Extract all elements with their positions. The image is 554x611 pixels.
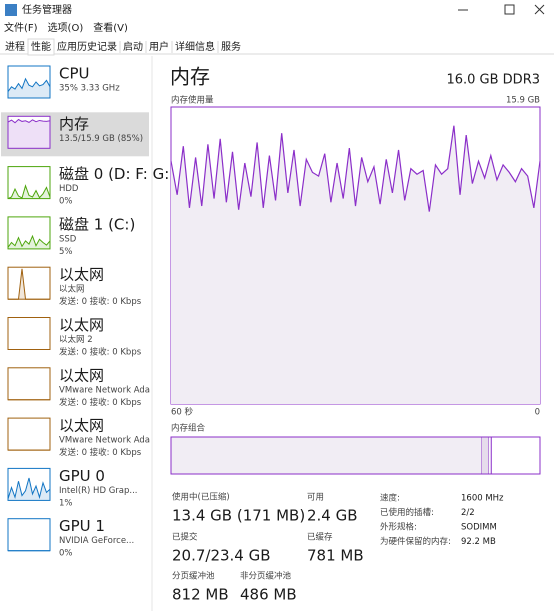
- item-name: 磁盘 0 (D: F: G:): [59, 165, 175, 183]
- app-icon: [5, 4, 17, 16]
- item-detail: 发送: 0 接收: 0 Kbps: [59, 447, 142, 458]
- thumbnail-frame: [7, 518, 51, 552]
- spec-value: 1600 MHz: [461, 494, 504, 504]
- tab-label[interactable]: 进程: [5, 41, 25, 53]
- memory-area: [171, 125, 540, 404]
- composition-label: 内存组合: [171, 423, 206, 434]
- stat-value: 812 MB: [172, 586, 229, 604]
- tab-label[interactable]: 详细信息: [175, 40, 215, 53]
- spec-label: 已使用的插槽:: [380, 507, 434, 518]
- item-detail: 5%: [59, 247, 73, 257]
- stat-label: 非分页缓冲池: [240, 571, 292, 582]
- item-name: 以太网: [59, 266, 104, 284]
- thumbnail-line: [8, 268, 50, 300]
- item-detail: 35% 3.33 GHz: [59, 84, 120, 94]
- spec-label: 速度:: [380, 493, 400, 504]
- thumbnail-frame: [7, 115, 51, 149]
- spec-value: SODIMM: [461, 523, 497, 533]
- thumbnail-frame: [7, 317, 51, 350]
- item-detail: 发送: 0 接收: 0 Kbps: [59, 296, 142, 307]
- item-detail: SSD: [59, 234, 77, 244]
- composition-segment: [488, 437, 492, 474]
- tab-label[interactable]: 用户: [149, 40, 169, 53]
- composition-segment: [481, 437, 489, 474]
- stat-label: 分页缓冲池: [172, 571, 215, 582]
- spec-label: 为硬件保留的内存:: [380, 536, 451, 547]
- tab-label[interactable]: 性能: [31, 40, 51, 53]
- thumbnail-frame: [7, 266, 51, 300]
- item-detail: 发送: 0 接收: 0 Kbps: [59, 347, 142, 358]
- tab-label[interactable]: 服务: [221, 40, 241, 53]
- stat-label: 使用中(已压缩): [172, 492, 230, 503]
- thumbnail-line: [7, 118, 51, 124]
- stat-label: 已缓存: [307, 532, 333, 543]
- tab-label[interactable]: 应用历史记录: [57, 40, 117, 53]
- item-detail: 13.5/15.9 GB (85%): [59, 134, 143, 144]
- stat-label: 已提交: [172, 532, 198, 543]
- thumbnail-area: [8, 478, 50, 501]
- item-detail: VMware Network Ada: [59, 385, 150, 395]
- stat-value: 781 MB: [307, 547, 364, 565]
- graph-min-label: 0: [535, 408, 540, 418]
- tab-label[interactable]: 启动: [123, 40, 143, 53]
- thumbnail-line: [7, 184, 51, 200]
- thumbnail-line: [7, 77, 51, 92]
- spec-value: 2/2: [461, 508, 475, 518]
- composition-border: [170, 436, 541, 475]
- item-detail: 1%: [59, 498, 73, 508]
- item-name: 内存: [59, 115, 89, 133]
- thumbnail-line: [7, 477, 51, 500]
- stat-value: 20.7/23.4 GB: [172, 547, 271, 565]
- stat-value: 13.4 GB (171 MB): [172, 507, 305, 525]
- menu-item[interactable]: 查看(V): [93, 21, 128, 34]
- item-name: GPU 1: [59, 517, 105, 535]
- memory-line: [170, 125, 541, 212]
- detail-title: 内存: [170, 65, 210, 89]
- window-title: 任务管理器: [22, 3, 72, 16]
- item-detail: 以太网 2: [59, 334, 93, 345]
- item-detail: HDD: [59, 184, 79, 194]
- menu-item[interactable]: 文件(F): [4, 21, 38, 34]
- maximize-button[interactable]: [504, 4, 515, 15]
- spec-label: 外形规格:: [380, 522, 417, 533]
- time-label: 60 秒: [171, 407, 194, 418]
- menu-item[interactable]: 选项(O): [48, 21, 84, 34]
- stat-label: 可用: [307, 493, 324, 503]
- item-name: 以太网: [59, 417, 104, 435]
- thumbnail-frame: [7, 367, 51, 401]
- item-name: 磁盘 1 (C:): [59, 215, 135, 233]
- thumbnail-line: [7, 234, 51, 248]
- item-detail: Intel(R) HD Grap...: [59, 486, 138, 496]
- thumbnail-frame: [7, 65, 51, 99]
- item-name: 以太网: [59, 316, 104, 334]
- close-button[interactable]: [534, 4, 545, 15]
- item-detail: NVIDIA GeForce...: [59, 536, 134, 546]
- item-detail: 发送: 0 接收: 0 Kbps: [59, 397, 142, 408]
- stat-value: 2.4 GB: [307, 507, 358, 525]
- thumbnail-frame: [7, 417, 51, 451]
- graph-label: 内存使用量: [171, 95, 214, 106]
- composition-segment: [171, 437, 482, 474]
- item-name: 以太网: [59, 366, 104, 384]
- spec-value: 92.2 MB: [461, 537, 496, 547]
- item-name: CPU: [59, 65, 90, 83]
- item-detail: VMware Network Ada: [59, 436, 150, 446]
- item-name: GPU 0: [59, 467, 105, 485]
- item-detail: 0%: [59, 197, 73, 207]
- stat-value: 486 MB: [240, 586, 297, 604]
- detail-spec: 16.0 GB DDR3: [446, 73, 540, 88]
- graph-max-label: 15.9 GB: [506, 96, 540, 106]
- item-detail: 0%: [59, 549, 73, 559]
- item-detail: 以太网: [59, 284, 85, 295]
- content: 文件(F) 选项(O) 查看(V) 进程 性能 应用历史记录 启动 用户 详细信息 服务 CPU35…: [1, 21, 541, 604]
- thumbnail-area: [8, 119, 50, 149]
